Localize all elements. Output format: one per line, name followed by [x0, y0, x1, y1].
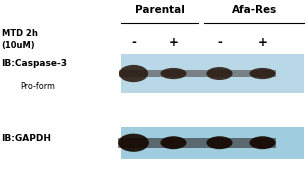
- Ellipse shape: [206, 67, 233, 80]
- Text: Afa-Res: Afa-Res: [232, 5, 278, 15]
- Bar: [118, 138, 276, 148]
- Bar: [121, 54, 304, 93]
- Text: -: -: [217, 36, 222, 49]
- Ellipse shape: [249, 68, 276, 79]
- Ellipse shape: [119, 65, 148, 82]
- Text: Parental: Parental: [135, 5, 185, 15]
- Text: +: +: [258, 36, 267, 49]
- Text: IB:Caspase-3: IB:Caspase-3: [2, 59, 68, 68]
- Bar: [119, 70, 276, 78]
- Text: MTD 2h
(10uM): MTD 2h (10uM): [2, 29, 37, 49]
- Ellipse shape: [118, 134, 149, 152]
- Ellipse shape: [160, 136, 187, 149]
- Ellipse shape: [206, 136, 233, 149]
- Text: IB:GAPDH: IB:GAPDH: [2, 134, 52, 143]
- Text: +: +: [169, 36, 178, 49]
- Bar: [121, 127, 304, 159]
- Ellipse shape: [160, 68, 187, 79]
- Ellipse shape: [249, 136, 276, 149]
- Text: Pro-form: Pro-form: [20, 82, 55, 91]
- Text: -: -: [131, 36, 136, 49]
